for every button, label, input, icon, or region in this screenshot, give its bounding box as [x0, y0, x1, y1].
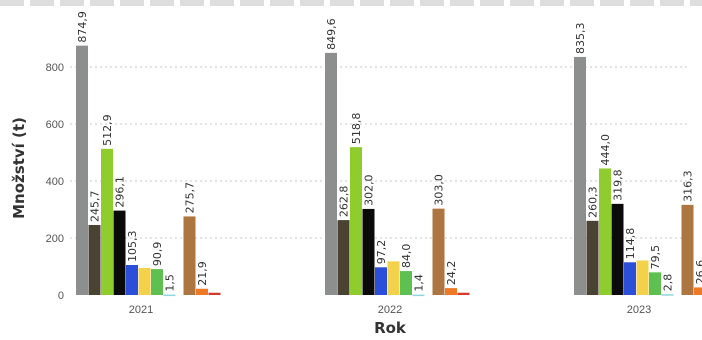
bar	[101, 148, 113, 295]
data-label: 114,8	[624, 228, 637, 260]
y-tick-label: 0	[58, 290, 64, 302]
bars	[76, 45, 702, 297]
data-label: 835,3	[574, 22, 587, 54]
data-label: 296,1	[114, 176, 127, 208]
cropped-legend-strip	[0, 0, 702, 6]
x-tick-label: 2021	[129, 304, 153, 316]
y-tick-label: 800	[46, 62, 64, 74]
data-labels: 874,9 245,7 512,9 296,1 105,3 90,91,5 275,7 21,…	[76, 11, 702, 291]
bar	[208, 292, 221, 295]
bar	[457, 292, 470, 295]
data-label: 302,0	[363, 174, 376, 206]
y-tick-label: 200	[46, 233, 64, 245]
bar	[387, 261, 400, 295]
bar	[163, 294, 176, 297]
data-label: 444,0	[599, 134, 612, 166]
bar	[636, 260, 649, 295]
data-label: 518,8	[350, 113, 363, 145]
bar	[76, 45, 88, 295]
bar	[196, 288, 208, 295]
bar	[138, 267, 151, 295]
data-label: 245,7	[89, 190, 102, 222]
data-label: 319,8	[612, 169, 625, 201]
bar	[694, 287, 702, 295]
x-tick-label: 2022	[378, 304, 402, 316]
data-label: 90,9	[151, 242, 164, 267]
bar	[151, 269, 163, 295]
data-label: 316,3	[682, 170, 695, 202]
data-label: 262,8	[338, 186, 351, 218]
y-tick-label: 400	[46, 176, 64, 188]
bar	[412, 294, 425, 297]
bar	[400, 271, 412, 295]
data-label: 26,6	[694, 260, 702, 285]
data-label: 275,7	[184, 182, 197, 214]
bar	[681, 204, 694, 295]
bar	[574, 56, 586, 295]
bar	[586, 220, 599, 295]
bar	[325, 52, 337, 295]
bar	[432, 208, 445, 295]
data-label: 1,5	[164, 274, 177, 292]
x-axis-ticks: 2021 2022 2023	[129, 304, 651, 316]
data-label: 84,0	[400, 244, 413, 269]
data-label: 2,8	[662, 274, 675, 292]
data-label: 105,3	[126, 230, 139, 262]
bar	[649, 272, 661, 295]
data-label: 260,3	[587, 186, 600, 218]
bar	[445, 288, 457, 295]
bar	[375, 267, 387, 295]
y-tick-label: 600	[46, 119, 64, 131]
bar	[88, 224, 101, 295]
data-label: 1,4	[413, 274, 426, 292]
bar	[350, 147, 362, 295]
x-axis-title: Rok	[374, 319, 407, 337]
y-axis-ticks: 0 200 400 600 800	[46, 62, 64, 302]
bar	[362, 208, 375, 295]
bar	[183, 216, 196, 295]
y-axis-title: Množství (t)	[10, 117, 28, 219]
bar	[126, 264, 138, 295]
data-label: 874,9	[76, 11, 89, 43]
data-label: 24,2	[445, 261, 458, 286]
bar	[624, 262, 636, 295]
bar	[113, 210, 126, 295]
data-label: 21,9	[196, 261, 209, 286]
bar	[337, 220, 350, 295]
bar	[661, 294, 674, 296]
data-label: 97,2	[375, 240, 388, 265]
x-tick-label: 2023	[627, 304, 651, 316]
bar	[599, 168, 611, 295]
data-label: 79,5	[649, 245, 662, 270]
data-label: 512,9	[101, 114, 114, 146]
bar	[611, 203, 624, 295]
data-label: 303,0	[433, 174, 446, 206]
data-label: 849,6	[325, 18, 338, 50]
